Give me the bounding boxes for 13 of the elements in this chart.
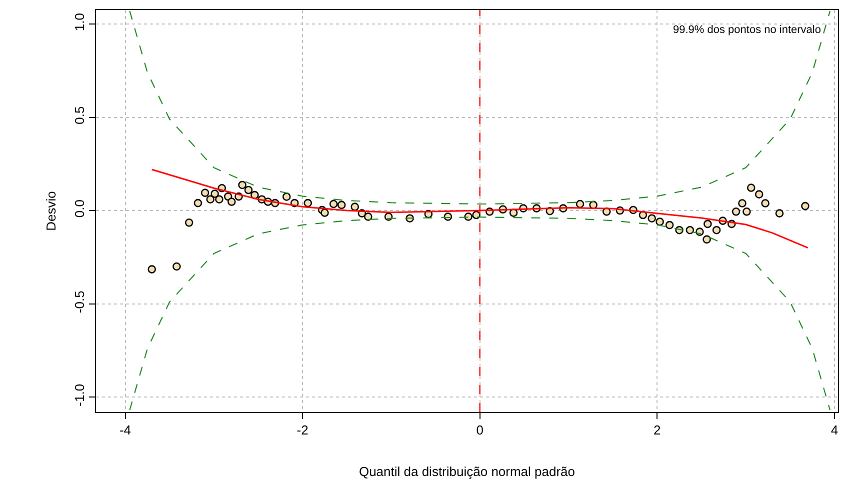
annotation: 99.9% dos pontos no intervalo [673,24,821,36]
y-axis-title: Desvio [44,191,59,231]
x-tick-label: -4 [119,422,132,438]
x-tick-label: 2 [654,422,661,438]
y-tick-label: 0.5 [72,106,87,124]
y-tick-label: -1.0 [72,384,87,406]
y-tick-label: 1.0 [72,13,87,32]
x-tick-label: -2 [296,422,308,438]
x-tick-label: 0 [476,422,484,438]
x-tick-label: 4 [830,422,838,438]
x-axis-title: Quantil da distribuição normal padrão [358,464,576,480]
y-tick-label: 0.0 [72,200,87,218]
y-tick-label: -0.5 [72,290,87,314]
